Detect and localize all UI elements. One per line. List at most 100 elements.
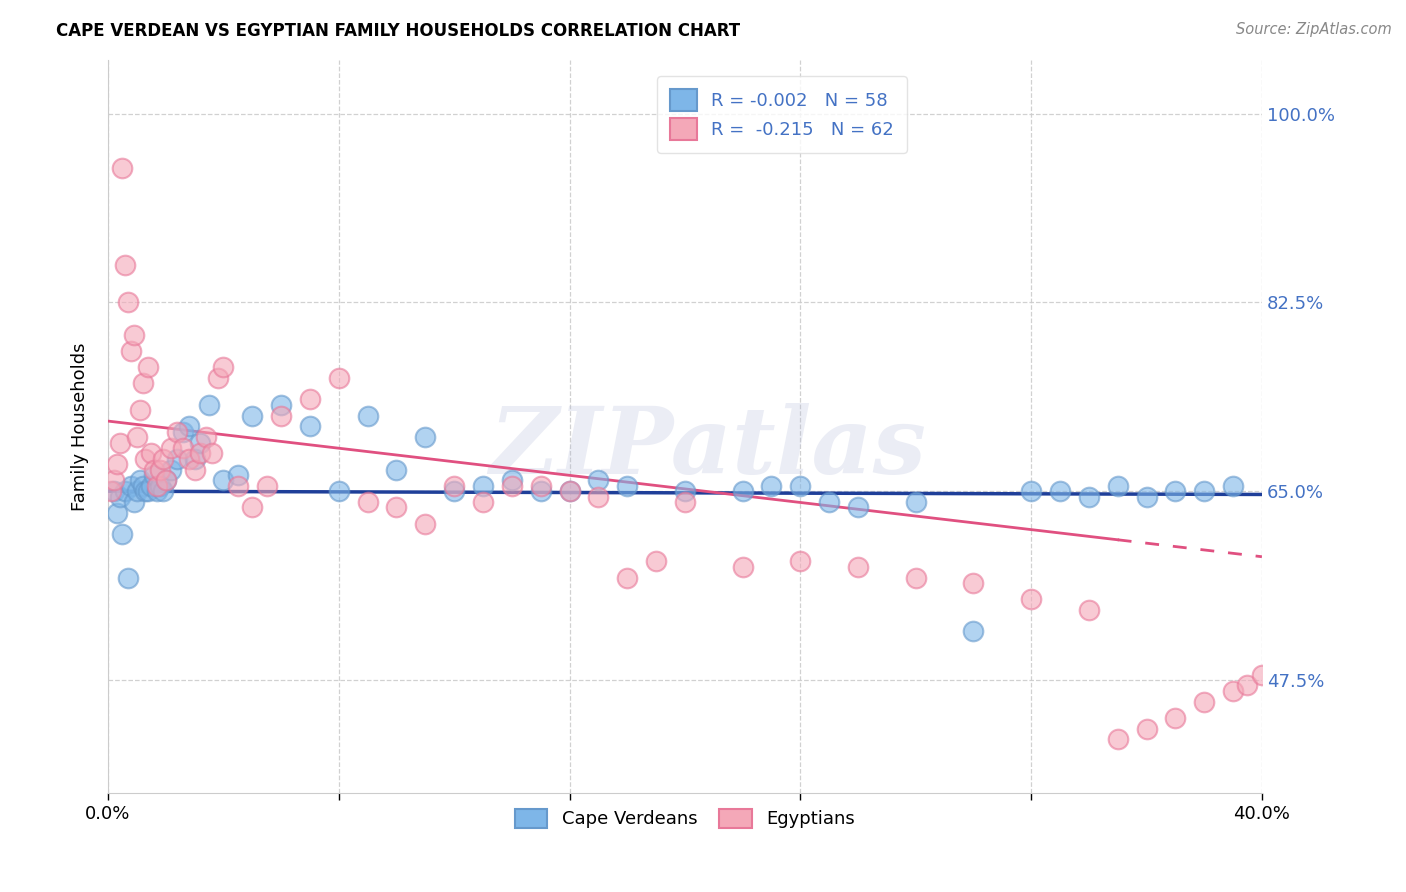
Point — [1236, 678, 1258, 692]
Point — [172, 425, 194, 439]
Point — [962, 576, 984, 591]
Point — [103, 484, 125, 499]
Point — [558, 484, 581, 499]
Point — [731, 484, 754, 499]
Point — [256, 479, 278, 493]
Point — [108, 435, 131, 450]
Point — [117, 570, 139, 584]
Point — [134, 484, 156, 499]
Point — [501, 479, 523, 493]
Point — [731, 559, 754, 574]
Point — [530, 484, 553, 499]
Point — [100, 484, 122, 499]
Point — [195, 430, 218, 444]
Point — [141, 446, 163, 460]
Point — [111, 161, 134, 175]
Point — [198, 398, 221, 412]
Point — [212, 474, 235, 488]
Point — [188, 446, 211, 460]
Point — [138, 360, 160, 375]
Point — [143, 468, 166, 483]
Point — [128, 474, 150, 488]
Point — [270, 398, 292, 412]
Point — [1192, 695, 1215, 709]
Point — [413, 516, 436, 531]
Point — [160, 462, 183, 476]
Point — [472, 495, 495, 509]
Point — [152, 451, 174, 466]
Point — [240, 500, 263, 515]
Point — [155, 474, 177, 488]
Point — [111, 527, 134, 541]
Point — [789, 479, 811, 493]
Point — [120, 479, 142, 493]
Point — [131, 376, 153, 391]
Point — [131, 479, 153, 493]
Point — [226, 479, 249, 493]
Point — [818, 495, 841, 509]
Point — [1222, 683, 1244, 698]
Point — [501, 474, 523, 488]
Point — [1077, 603, 1099, 617]
Point — [645, 554, 668, 568]
Point — [155, 474, 177, 488]
Point — [673, 495, 696, 509]
Point — [172, 441, 194, 455]
Point — [1107, 732, 1129, 747]
Point — [356, 409, 378, 423]
Point — [846, 559, 869, 574]
Point — [146, 479, 169, 493]
Point — [149, 479, 172, 493]
Point — [1135, 722, 1157, 736]
Point — [413, 430, 436, 444]
Point — [166, 425, 188, 439]
Point — [183, 462, 205, 476]
Point — [1192, 484, 1215, 499]
Point — [558, 484, 581, 499]
Point — [128, 403, 150, 417]
Point — [177, 419, 200, 434]
Point — [152, 484, 174, 499]
Text: CAPE VERDEAN VS EGYPTIAN FAMILY HOUSEHOLDS CORRELATION CHART: CAPE VERDEAN VS EGYPTIAN FAMILY HOUSEHOL… — [56, 22, 741, 40]
Point — [356, 495, 378, 509]
Point — [105, 506, 128, 520]
Point — [108, 490, 131, 504]
Point — [177, 451, 200, 466]
Point — [616, 479, 638, 493]
Point — [904, 570, 927, 584]
Point — [1251, 667, 1274, 681]
Point — [270, 409, 292, 423]
Point — [1135, 490, 1157, 504]
Point — [298, 419, 321, 434]
Point — [212, 360, 235, 375]
Point — [1222, 479, 1244, 493]
Point — [141, 479, 163, 493]
Point — [146, 484, 169, 499]
Point — [122, 327, 145, 342]
Point — [1019, 592, 1042, 607]
Point — [616, 570, 638, 584]
Point — [160, 441, 183, 455]
Point — [166, 451, 188, 466]
Legend: Cape Verdeans, Egyptians: Cape Verdeans, Egyptians — [508, 802, 862, 836]
Point — [114, 258, 136, 272]
Point — [328, 371, 350, 385]
Text: Source: ZipAtlas.com: Source: ZipAtlas.com — [1236, 22, 1392, 37]
Point — [530, 479, 553, 493]
Point — [1164, 711, 1187, 725]
Point — [143, 462, 166, 476]
Point — [443, 479, 465, 493]
Point — [183, 451, 205, 466]
Point — [761, 479, 783, 493]
Point — [846, 500, 869, 515]
Point — [207, 371, 229, 385]
Point — [125, 484, 148, 499]
Point — [103, 474, 125, 488]
Point — [1107, 479, 1129, 493]
Point — [122, 495, 145, 509]
Point — [149, 462, 172, 476]
Point — [117, 295, 139, 310]
Point — [328, 484, 350, 499]
Point — [1077, 490, 1099, 504]
Point — [226, 468, 249, 483]
